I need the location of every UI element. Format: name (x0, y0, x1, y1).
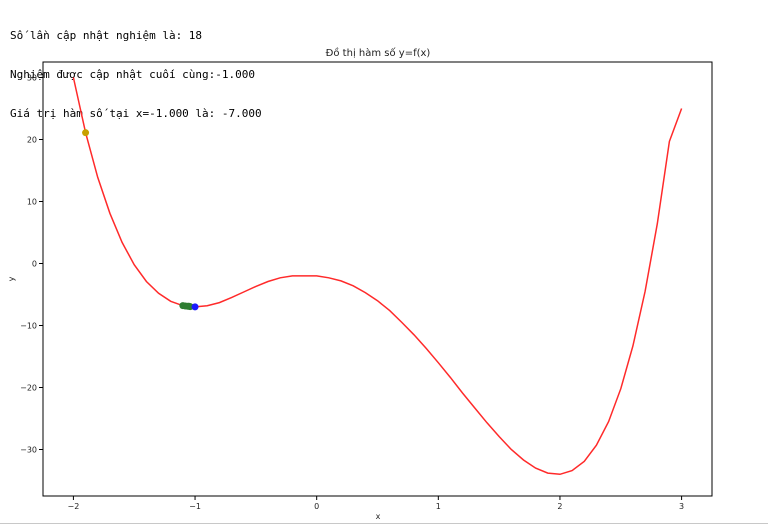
y-tick-label: −10 (20, 322, 37, 331)
chart-title: Đồ thị hàm số y=f(x) (326, 47, 431, 59)
x-axis-ticks: −2 −1 0 1 2 3 (68, 496, 684, 511)
y-tick-label: 0 (32, 260, 37, 269)
y-axis-ticks: 30 20 10 0 −10 −20 −30 (20, 74, 43, 455)
x-tick-label: 2 (557, 502, 562, 511)
x-tick-label: 0 (314, 502, 319, 511)
x-tick-label: −1 (189, 502, 201, 511)
y-tick-label: 20 (27, 136, 37, 145)
function-curve (72, 77, 683, 476)
y-tick-label: 30 (27, 74, 37, 83)
marker-layer (82, 129, 199, 311)
series-layer (72, 77, 683, 476)
plot-frame (42, 61, 713, 497)
x-tick-label: 1 (436, 502, 441, 511)
x-axis-label: x (376, 512, 381, 521)
console-output: Số lần cập nhật nghiệm là: 18 Nghiệm đượ… (10, 3, 262, 133)
iteration-point-marker (191, 303, 199, 311)
x-tick-label: 3 (679, 502, 684, 511)
x-tick-label: −2 (68, 502, 80, 511)
y-tick-label: −20 (20, 384, 37, 393)
y-axis-label: y (7, 276, 16, 281)
output-line-function-value: Giá trị hàm số tại x=-1.000 là: -7.000 (10, 107, 262, 120)
output-line-last-root: Nghiệm được cập nhật cuối cùng:-1.000 (10, 68, 256, 81)
iteration-point-marker (82, 129, 90, 137)
output-line-update-count: Số lần cập nhật nghiệm là: 18 (10, 29, 203, 42)
y-tick-label: −30 (20, 446, 37, 455)
y-tick-label: 10 (27, 198, 37, 207)
output-bottom-rule (0, 523, 768, 524)
